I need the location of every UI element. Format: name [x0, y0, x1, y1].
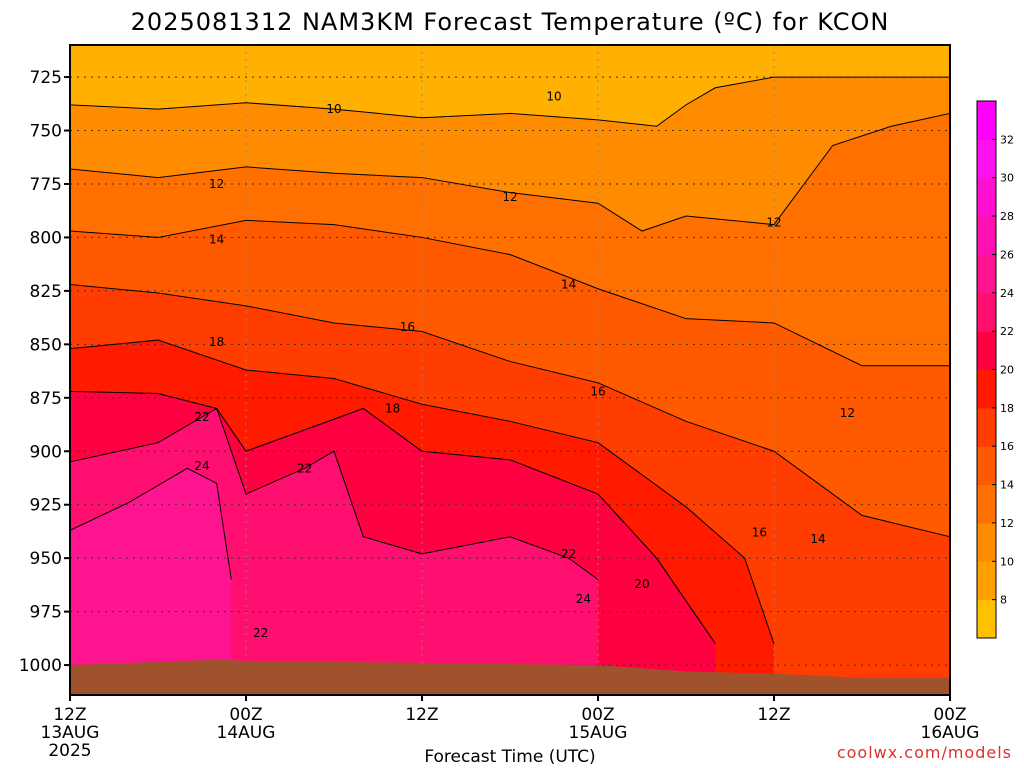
contour-label-12-1: 12 [502, 190, 517, 204]
colorbar-segment-1 [977, 561, 996, 601]
contour-24 [70, 467, 232, 580]
contour-label-22-0: 22 [194, 410, 209, 424]
y-tick-label-950: 950 [30, 549, 62, 569]
contour-lines [70, 76, 950, 644]
contour-label-22-1: 22 [297, 461, 312, 475]
x-tick-label-48: 12Z [757, 705, 790, 725]
y-tick-label-800: 800 [30, 228, 62, 248]
colorbar-label-32: 32 [1000, 133, 1014, 146]
contour-20 [70, 390, 716, 644]
colorbar-label-24: 24 [1000, 287, 1014, 300]
x-tick-label-60: 00Z [933, 705, 966, 725]
colorbar-label-16: 16 [1000, 440, 1014, 453]
contour-label-12-0: 12 [209, 177, 224, 191]
ground-layer [70, 659, 950, 695]
y-tick-label-1000: 1000 [19, 656, 62, 676]
contour-label-24-0: 24 [194, 459, 209, 473]
colorbar: 8 10 12 14 16 18 20 22 24 26 28 30 32 [976, 100, 1014, 639]
y-tick-label-750: 750 [30, 122, 62, 142]
contour-12 [70, 112, 950, 232]
plot-area [70, 45, 950, 695]
x-tick-label-24: 12Z [405, 705, 438, 725]
credit-text: coolwx.com/models [837, 743, 1012, 762]
contour-label-12-2: 12 [766, 215, 781, 229]
contour-label-18-1: 18 [385, 401, 400, 415]
ground-fill [70, 659, 950, 695]
y-tick-label-850: 850 [30, 335, 62, 355]
contour-label-14-1: 14 [561, 277, 576, 291]
colorbar-label-14: 14 [1000, 479, 1014, 492]
colorbar-segment-9 [977, 254, 996, 294]
colorbar-label-28: 28 [1000, 210, 1014, 223]
temperature-fills [70, 45, 950, 695]
x-tick-date-60: 16AUG [921, 723, 980, 743]
colorbar-segment-12 [977, 139, 996, 179]
contour-label-12-3: 12 [840, 406, 855, 420]
contour-16 [70, 283, 950, 538]
colorbar-label-20: 20 [1000, 364, 1014, 377]
y-tick-label-975: 975 [30, 603, 62, 623]
colorbar-segment-6 [977, 369, 996, 409]
x-tick-date-0: 13AUG [41, 723, 100, 743]
contour-14 [70, 219, 950, 367]
colorbar-label-22: 22 [1000, 325, 1014, 338]
x-tick-label-36: 00Z [581, 705, 614, 725]
fill-band-24 [70, 468, 232, 695]
x-tick-label-12: 00Z [229, 705, 262, 725]
y-tick-label-900: 900 [30, 442, 62, 462]
colorbar-label-12: 12 [1000, 517, 1014, 530]
colorbar-segment-13 [977, 101, 996, 140]
colorbar-segment-10 [977, 216, 996, 255]
colorbar-segment-5 [977, 407, 996, 447]
plot-frame [69, 44, 951, 696]
contour-label-22-3: 22 [253, 626, 268, 640]
x-tick-label-0: 12Z [53, 705, 86, 725]
contour-label-16-0: 16 [400, 320, 415, 334]
x-tick-date-12: 14AUG [217, 723, 276, 743]
contour-label-24-1: 24 [576, 592, 591, 606]
contour-label-22-2: 22 [561, 547, 576, 561]
contour-22 [70, 407, 599, 580]
y-tick-label-825: 825 [30, 282, 62, 302]
contour-label-14-2: 14 [810, 532, 825, 546]
contour-label-16-2: 16 [752, 526, 767, 540]
contour-18 [70, 339, 775, 644]
colorbar-segment-11 [977, 177, 996, 217]
y-tick-label-725: 725 [30, 68, 62, 88]
contour-10 [70, 76, 950, 127]
contour-label-14-0: 14 [209, 233, 224, 247]
colorbar-label-10: 10 [1000, 555, 1014, 568]
y-tick-label-925: 925 [30, 496, 62, 516]
contour-label-18-0: 18 [209, 335, 224, 349]
y-axis: 725 750 775 800 825 850 875 900 925 950 975 1000 [19, 68, 70, 676]
colorbar-label-30: 30 [1000, 172, 1014, 185]
colorbar-segment-4 [977, 446, 996, 486]
colorbar-label-26: 26 [1000, 248, 1014, 261]
colorbar-segment-7 [977, 331, 996, 370]
x-axis-title: Forecast Time (UTC) [424, 747, 595, 767]
y-tick-label-775: 775 [30, 175, 62, 195]
colorbar-segment-3 [977, 484, 996, 524]
x-tick-year-0: 2025 [48, 741, 91, 761]
y-tick-label-875: 875 [30, 389, 62, 409]
contour-label-20-0: 20 [634, 577, 649, 591]
colorbar-segment-2 [977, 522, 996, 562]
colorbar-label-18: 18 [1000, 402, 1014, 415]
contour-labels: 10 10 12 12 12 12 14 14 14 16 16 16 18 18 20 22 22 22 22 24… [194, 89, 855, 640]
contour-label-10-0: 10 [326, 102, 341, 116]
x-tick-date-36: 15AUG [569, 723, 628, 743]
chart-title: 2025081312 NAM3KM Forecast Temperature (… [131, 8, 890, 36]
contour-label-10-1: 10 [546, 89, 561, 103]
colorbar-segment-8 [977, 292, 996, 332]
colorbar-label-8: 8 [1000, 594, 1007, 607]
contour-label-16-1: 16 [590, 384, 605, 398]
colorbar-segment-0 [977, 599, 996, 639]
